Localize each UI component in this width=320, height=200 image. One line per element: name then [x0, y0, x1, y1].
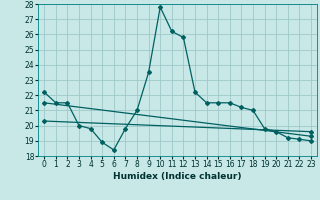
X-axis label: Humidex (Indice chaleur): Humidex (Indice chaleur) — [113, 172, 242, 181]
